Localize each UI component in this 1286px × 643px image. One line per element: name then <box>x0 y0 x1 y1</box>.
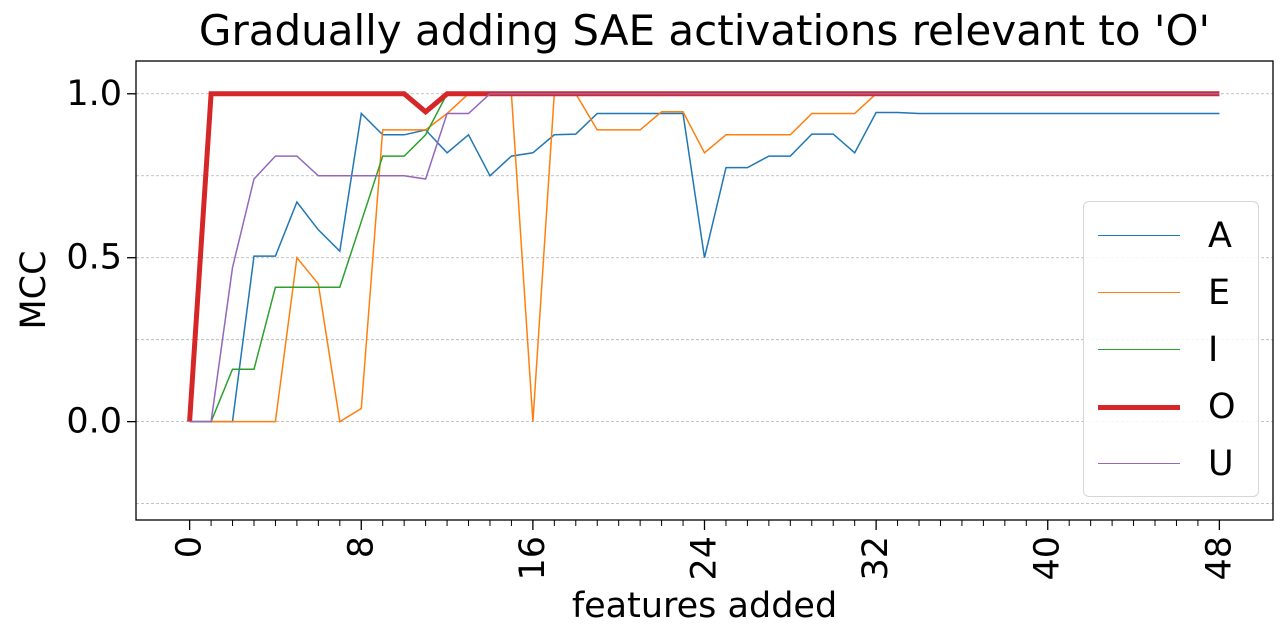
legend-swatch <box>1098 349 1180 351</box>
x-axis-ticks: 0 8 16 24 32 40 48 <box>170 520 1239 581</box>
x-tick-label: 0 <box>170 536 210 558</box>
legend-item-A: A <box>1098 216 1258 256</box>
x-tick-label: 8 <box>341 536 381 558</box>
chart-title: Gradually adding SAE activations relevan… <box>198 6 1211 55</box>
legend-item-U: U <box>1098 444 1258 484</box>
legend-label: E <box>1208 273 1231 313</box>
legend-swatch <box>1098 292 1180 294</box>
legend-item-O: O <box>1098 387 1258 427</box>
y-tick-label: 0.0 <box>66 402 122 442</box>
legend-item-E: E <box>1098 273 1258 313</box>
x-axis-label: features added <box>571 586 838 626</box>
y-tick-label: 1.0 <box>66 74 122 114</box>
legend-label: O <box>1208 387 1236 427</box>
y-axis-ticks: 0.0 0.5 1.0 <box>66 74 136 442</box>
series-line-U <box>189 93 1220 423</box>
series-line-A <box>189 111 1220 423</box>
x-tick-label: 40 <box>1028 536 1068 581</box>
legend-swatch <box>1098 404 1180 410</box>
y-tick-label: 0.5 <box>66 238 122 278</box>
x-tick-label: 24 <box>685 536 725 581</box>
legend-swatch <box>1098 235 1180 237</box>
legend-swatch <box>1098 463 1180 465</box>
series-lines <box>187 91 1220 423</box>
legend-label: A <box>1208 216 1232 256</box>
x-tick-label: 32 <box>856 536 896 581</box>
y-axis-label: MCC <box>14 250 54 330</box>
legend-item-I: I <box>1098 330 1258 370</box>
legend-label: U <box>1208 444 1234 484</box>
x-tick-label: 48 <box>1199 536 1239 581</box>
x-tick-label: 16 <box>513 536 553 581</box>
legend-label: I <box>1208 330 1219 370</box>
